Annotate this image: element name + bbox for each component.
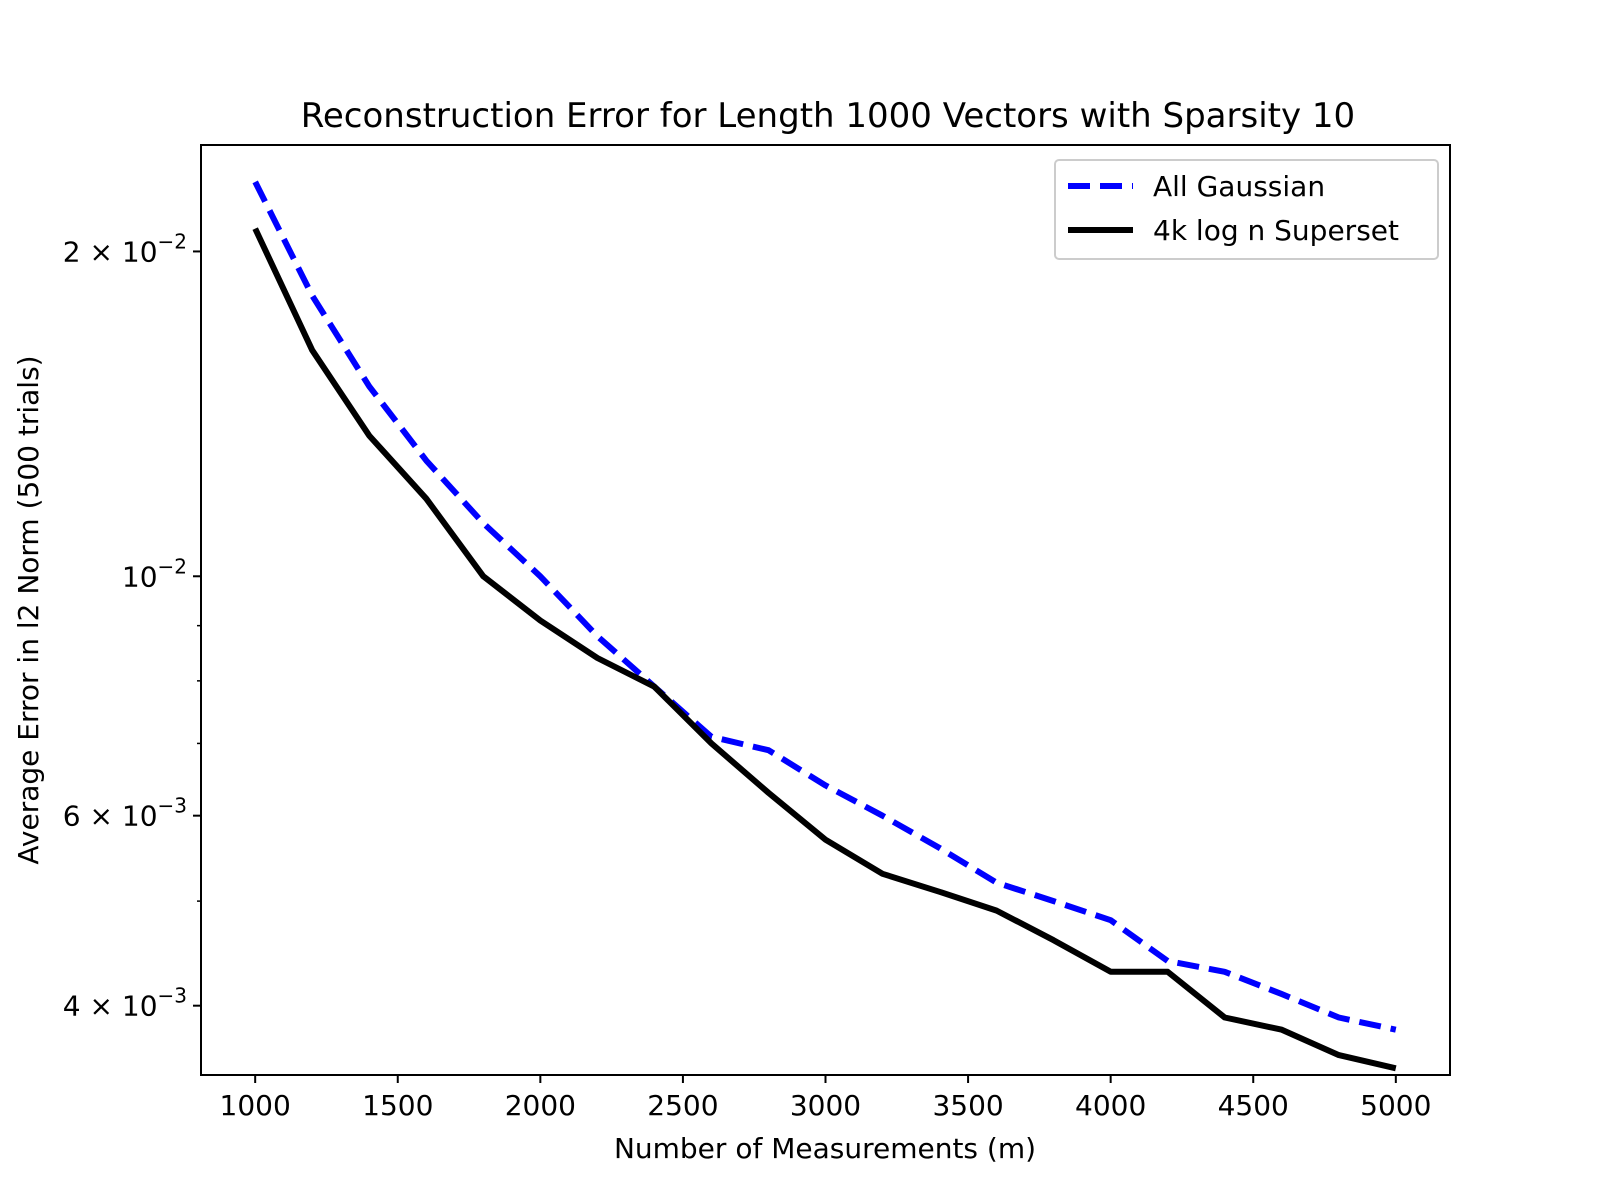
legend-label-2: 4k log n Superset	[1153, 214, 1399, 247]
x-axis-label: Number of Measurements (m)	[614, 1132, 1036, 1165]
x-tick-label: 1500	[362, 1089, 433, 1122]
x-tick-label: 4000	[1075, 1089, 1146, 1122]
x-axis: 1000 1500 2000 2500 3000 3500 4000 4500 5000	[220, 1075, 1431, 1122]
legend-label-1: All Gaussian	[1153, 170, 1325, 203]
y-tick-label: 10−2	[122, 554, 187, 593]
plot-area	[252, 180, 1397, 1072]
legend: All Gaussian 4k log n Superset	[1054, 159, 1439, 260]
y-axis-label: Average Error in l2 Norm (500 trials)	[12, 355, 45, 864]
x-tick-label: 2500	[647, 1089, 718, 1122]
x-tick-label: 3000	[790, 1089, 861, 1122]
legend-box	[1054, 159, 1439, 260]
x-tick-label: 5000	[1360, 1089, 1431, 1122]
y-axis: 2 × 10−2 10−2 6 × 10−3 4 × 10−3	[63, 229, 201, 1023]
series-line-1	[252, 180, 1397, 1033]
y-tick-label: 4 × 10−3	[63, 984, 187, 1023]
x-tick-label: 4500	[1218, 1089, 1289, 1122]
x-tick-label: 1000	[220, 1089, 291, 1122]
x-tick-label: 2000	[505, 1089, 576, 1122]
y-tick-label: 6 × 10−3	[63, 794, 187, 833]
chart-title: Reconstruction Error for Length 1000 Vec…	[301, 96, 1355, 136]
series-line-2	[252, 227, 1397, 1072]
x-tick-label: 3500	[932, 1089, 1003, 1122]
y-tick-label: 2 × 10−2	[63, 229, 187, 268]
